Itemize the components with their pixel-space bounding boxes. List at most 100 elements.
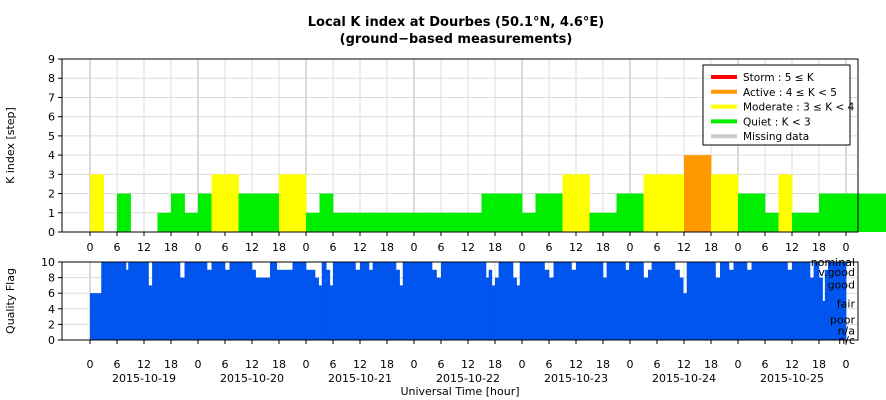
quality-bar [372,262,397,340]
quality-bar [824,269,829,340]
quality-bar [629,262,644,340]
k-x-tick-label: 18 [380,241,394,254]
quality-bar [751,262,788,340]
quality-bar [516,285,521,340]
quality-bar [606,262,626,340]
quality-y-tick-label: 4 [48,303,55,316]
date-label: 2015-10-25 [760,372,824,385]
k-x-tick-label: 0 [627,241,634,254]
quality-bar [822,301,826,340]
k-index-bar [657,174,671,232]
k-x-tick-label: 0 [303,241,310,254]
quality-bar [513,277,517,340]
quality-x-tick-label: 0 [519,358,526,371]
k-x-tick-label: 0 [411,241,418,254]
k-index-bar [711,174,725,232]
k-y-tick-label: 7 [48,91,55,104]
quality-bar [792,262,811,340]
quality-x-tick-label: 0 [87,358,94,371]
quality-bar [498,262,514,340]
k-x-tick-label: 6 [762,241,769,254]
k-y-tick-label: 4 [48,149,55,162]
k-x-tick-label: 18 [596,241,610,254]
quality-level-label: nominal [811,256,855,269]
quality-bar [207,269,212,340]
k-x-tick-label: 0 [87,241,94,254]
k-x-tick-label: 18 [812,241,826,254]
quality-x-tick-label: 6 [438,358,445,371]
k-index-y-axis-label: K index [step] [4,107,17,184]
legend-label: Storm : 5 ≤ K [743,72,815,84]
k-index-bar [414,212,428,232]
k-index-bars [90,155,886,232]
k-index-bar [832,193,847,232]
k-index-y-axis: 0 1 2 3 4 5 6 7 8 9 [48,53,62,239]
quality-x-tick-label: 6 [762,358,769,371]
quality-bar [679,277,684,340]
quality-bar [432,269,437,340]
quality-bar [326,269,331,340]
quality-x-tick-label: 12 [569,358,583,371]
quality-bar [229,262,253,340]
quality-bar [643,277,649,340]
k-index-bar [171,193,185,232]
k-index-bar [724,174,739,232]
k-index-bar [279,174,293,232]
quality-bar [553,262,572,340]
quality-x-tick-label: 18 [380,358,394,371]
k-x-tick-label: 12 [461,241,475,254]
k-index-bar [522,212,536,232]
k-x-tick-label: 18 [488,241,502,254]
quality-bar [396,269,400,340]
quality-level-label: n/c [838,334,855,347]
k-index-bar [454,212,469,232]
quality-x-tick-label: 12 [353,358,367,371]
quality-bar [90,293,102,340]
quality-bar [184,262,208,340]
k-index-bar [117,193,131,232]
k-x-tick-label: 6 [438,241,445,254]
quality-bar [488,269,493,340]
quality-bar [549,277,554,340]
k-x-tick-label: 6 [330,241,337,254]
quality-x-tick-label: 0 [195,358,202,371]
k-index-bar [238,193,253,232]
quality-y-tick-label: 2 [48,318,55,331]
quality-bar [733,262,748,340]
quality-bar [211,262,226,340]
quality-bar [686,262,716,340]
k-x-tick-label: 18 [272,241,286,254]
k-index-bar [792,212,806,232]
quality-bar [306,269,316,340]
k-x-tick-label: 12 [353,241,367,254]
k-index-bar [427,212,442,232]
k-index-bar [157,212,172,232]
quality-bar [180,277,185,340]
quality-bar [321,262,327,340]
k-index-bar [481,193,496,232]
quality-bar [495,277,499,340]
quality-bar [329,285,334,340]
quality-y-tick-label: 0 [48,334,55,347]
quality-level-label: good [828,279,855,292]
k-index-bar [306,212,320,232]
quality-bar [369,269,373,340]
k-index-bar [765,212,779,232]
k-x-tick-label: 12 [245,241,259,254]
date-label: 2015-10-24 [652,372,716,385]
legend-label: Moderate : 3 ≤ K < 4 [743,102,855,114]
quality-bar [747,269,752,340]
quality-y-tick-label: 10 [41,256,55,269]
quality-bar [101,262,127,340]
k-index-bar [670,174,685,232]
date-label: 2015-10-23 [544,372,608,385]
quality-bar [813,262,820,340]
k-x-tick-label: 0 [195,241,202,254]
k-index-x-axis: 0 6 12 18 0 6 12 18 0 6 12 18 0 6 12 18 0 6 12 18 0 6 12 18 0 6 12… [87,232,850,254]
k-index-bar [346,212,361,232]
k-index-bar [319,193,334,232]
k-index-bar [184,212,199,232]
k-index-bar [468,212,482,232]
k-index-bar [198,193,212,232]
